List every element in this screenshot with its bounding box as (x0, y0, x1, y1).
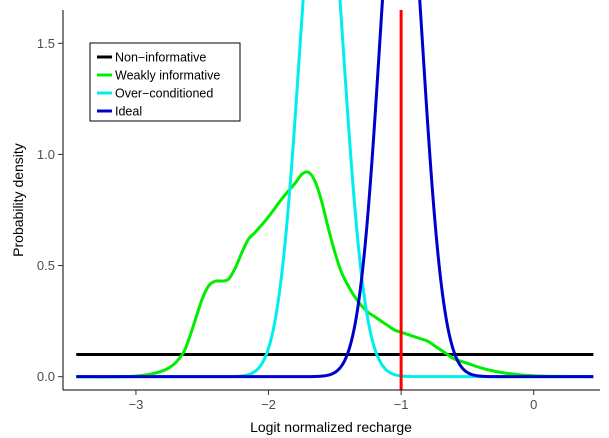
legend-label-weakly-informative: Weakly informative (115, 69, 220, 83)
series-line-ideal (76, 0, 594, 379)
axes (62, 10, 600, 391)
x-tick-label: −3 (129, 397, 144, 412)
x-tick-label: −2 (261, 397, 276, 412)
legend: Non−informative Weakly informative Over−co… (89, 42, 241, 122)
legend-label-over-conditioned: Over−conditioned (115, 87, 213, 101)
legend-label-non-informative: Non−informative (115, 51, 206, 65)
y-tick-label: 0.5 (37, 258, 55, 273)
y-tick-label: 0.0 (37, 369, 55, 384)
x-axis-title: Logit normalized recharge (250, 419, 412, 435)
x-tick-label: 0 (530, 397, 537, 412)
x-tick-label: −1 (394, 397, 409, 412)
y-tick-label: 1.0 (37, 147, 55, 162)
x-ticks: −3 −2 −1 0 (129, 390, 537, 412)
y-tick-label: 1.5 (37, 36, 55, 51)
legend-label-ideal: Ideal (115, 105, 142, 119)
series-line-weakly-informative (76, 170, 594, 379)
y-axis-title: Probability density (10, 143, 26, 257)
legend-box (89, 42, 241, 122)
y-ticks: 0.0 0.5 1.0 1.5 (37, 36, 63, 384)
plot-area (76, 0, 594, 390)
